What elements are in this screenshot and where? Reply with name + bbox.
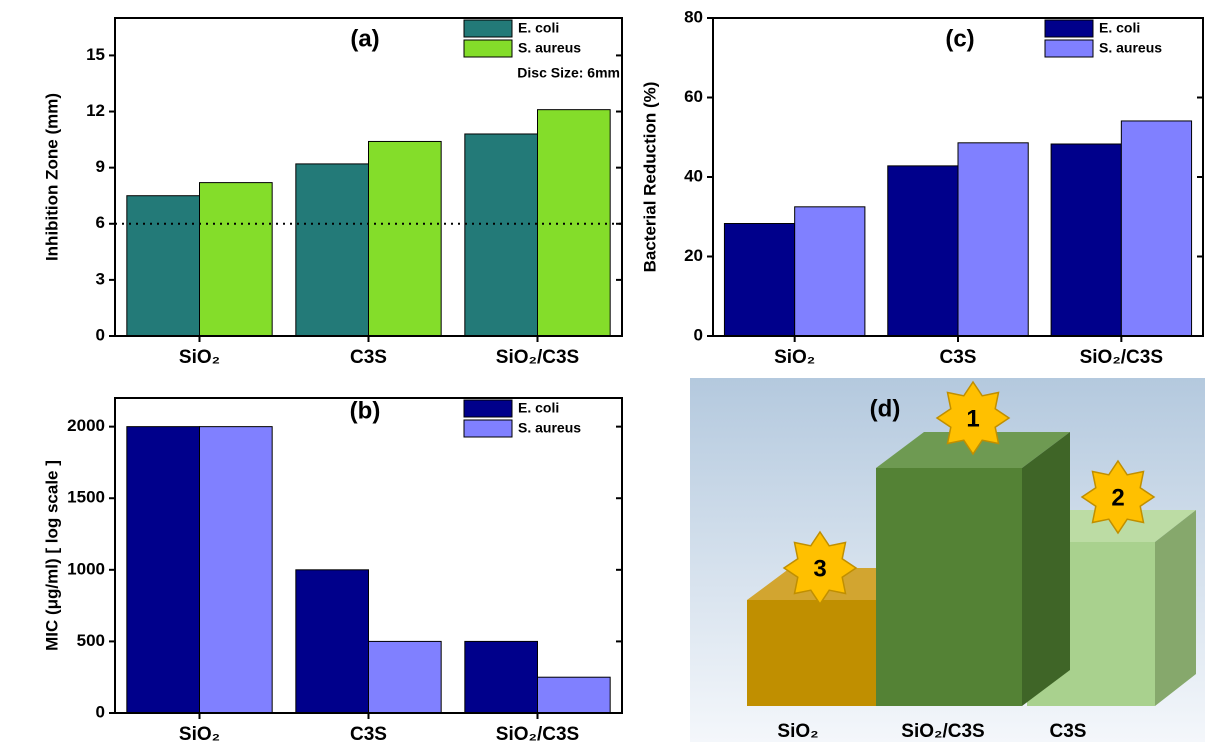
bar: [465, 641, 538, 713]
legend-swatch: [464, 420, 512, 437]
bar: [369, 641, 442, 713]
bar: [200, 427, 273, 713]
legend-swatch: [464, 20, 512, 37]
legend-label: S. aureus: [518, 40, 581, 56]
y-tick-label: 1000: [67, 559, 105, 578]
x-tick-label: C3S: [940, 347, 977, 368]
y-axis-label: MIC (μg/ml) [ log scale ]: [42, 460, 61, 651]
y-tick-label: 40: [684, 166, 703, 185]
y-tick-label: 15: [86, 45, 105, 64]
bar: [200, 183, 273, 336]
legend-label: E. coli: [518, 20, 559, 36]
legend-label: E. coli: [518, 400, 559, 416]
y-axis-label: Bacterial Reduction (%): [640, 82, 659, 273]
bar: [888, 166, 958, 336]
bar: [369, 141, 442, 336]
y-tick-label: 20: [684, 246, 703, 265]
panel-title: (c): [945, 25, 974, 52]
y-tick-label: 0: [96, 325, 105, 344]
x-tick-label: SiO₂/C3S: [496, 347, 579, 368]
y-tick-label: 9: [96, 157, 105, 176]
x-tick-label: SiO₂/C3S: [1080, 347, 1163, 368]
x-tick-label: C3S: [350, 347, 387, 368]
block-label: SiO₂: [777, 721, 818, 742]
panel-d: (d): [690, 378, 1205, 742]
bar: [465, 134, 538, 336]
bar: [795, 207, 865, 336]
y-tick-label: 12: [86, 101, 105, 120]
x-tick-label: SiO₂: [179, 347, 220, 368]
y-tick-label: 60: [684, 87, 703, 106]
block-front: [876, 468, 1022, 706]
rank-label: 2: [1111, 484, 1124, 511]
legend-swatch: [1045, 40, 1093, 57]
x-tick-label: SiO₂: [774, 347, 815, 368]
y-tick-label: 1500: [67, 488, 105, 507]
y-tick-label: 0: [694, 325, 703, 344]
bar: [1121, 121, 1191, 336]
y-tick-label: 3: [96, 269, 105, 288]
x-tick-label: SiO₂: [179, 724, 220, 745]
y-axis-label: Inhibition Zone (mm): [42, 93, 61, 261]
legend-label: S. aureus: [1099, 40, 1162, 56]
block-front: [747, 600, 876, 706]
rank-label: 1: [966, 405, 979, 432]
x-tick-label: C3S: [350, 724, 387, 745]
bar: [296, 164, 369, 336]
bar: [127, 427, 200, 713]
block-label: SiO₂/C3S: [901, 721, 984, 742]
legend-label: S. aureus: [518, 420, 581, 436]
y-tick-label: 0: [96, 702, 105, 721]
legend-swatch: [464, 400, 512, 417]
bar: [296, 570, 369, 713]
y-tick-label: 2000: [67, 416, 105, 435]
x-tick-label: SiO₂/C3S: [496, 724, 579, 745]
bar: [127, 196, 200, 336]
y-tick-label: 80: [684, 7, 703, 26]
legend-swatch: [464, 40, 512, 57]
rank-label: 3: [813, 555, 826, 582]
bar: [724, 224, 794, 336]
panel-title: (d): [870, 395, 901, 422]
y-tick-label: 500: [77, 631, 105, 650]
block-side: [1155, 510, 1196, 706]
y-tick-label: 6: [96, 213, 105, 232]
legend-swatch: [1045, 20, 1093, 37]
legend-label: E. coli: [1099, 20, 1140, 36]
bar: [538, 677, 611, 713]
bar: [958, 143, 1028, 336]
bar: [1051, 144, 1121, 336]
figure: (d) SiO₂C3SSiO₂/C3S03691215(a)Inhibition…: [0, 0, 1209, 746]
panel-title: (b): [350, 397, 381, 424]
block-side: [1022, 432, 1070, 706]
annotation: Disc Size: 6mm: [517, 65, 620, 81]
block-label: C3S: [1050, 721, 1087, 742]
panel-title: (a): [350, 25, 379, 52]
